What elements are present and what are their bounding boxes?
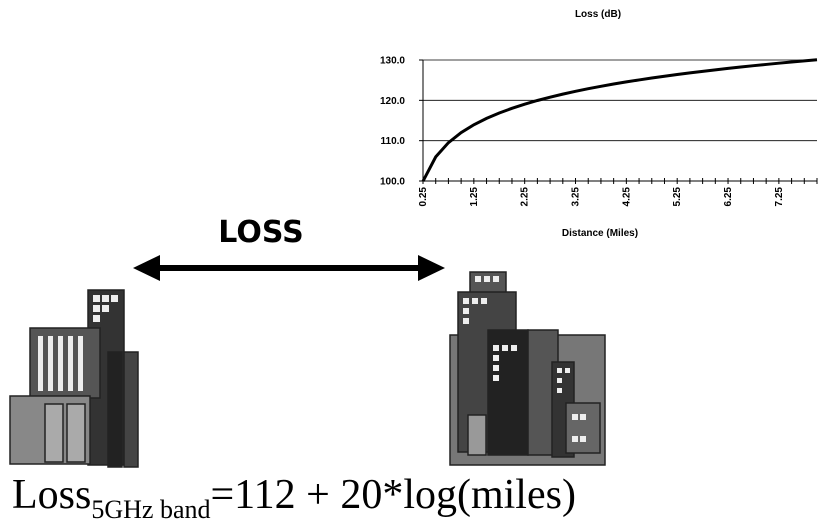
double-arrow xyxy=(133,255,445,281)
x-tick-label: 3.25 xyxy=(571,187,582,207)
formula-subscript: 5GHz band xyxy=(91,495,210,524)
arrow-head xyxy=(418,255,445,281)
arrow-head xyxy=(133,255,160,281)
x-axis-label: Distance (Miles) xyxy=(562,228,638,239)
y-tick-label: 100.0 xyxy=(380,177,405,188)
right-building xyxy=(449,271,606,466)
y-tick-label: 110.0 xyxy=(381,136,406,147)
x-tick-label: 6.25 xyxy=(723,187,734,207)
formula-rest: =112 + 20*log(miles) xyxy=(211,472,576,518)
formula: Loss5GHz band=112 + 20*log(miles) xyxy=(12,472,576,524)
x-tick-label: 7.25 xyxy=(774,187,785,207)
data-line xyxy=(421,58,818,182)
y-tick-label: 120.0 xyxy=(380,96,405,107)
x-tick-label: 1.25 xyxy=(469,187,480,207)
chart-title: Loss (dB) xyxy=(575,9,621,20)
x-tick-label: 0.25 xyxy=(418,187,429,207)
y-tick-label: 130.0 xyxy=(380,56,405,67)
arrow-label: LOSS xyxy=(218,215,303,250)
x-tick-label: 5.25 xyxy=(672,187,683,207)
formula-main: Loss xyxy=(12,472,91,518)
x-tick-label: 4.25 xyxy=(621,187,632,207)
left-building xyxy=(9,289,139,468)
x-tick-label: 2.25 xyxy=(520,187,531,207)
